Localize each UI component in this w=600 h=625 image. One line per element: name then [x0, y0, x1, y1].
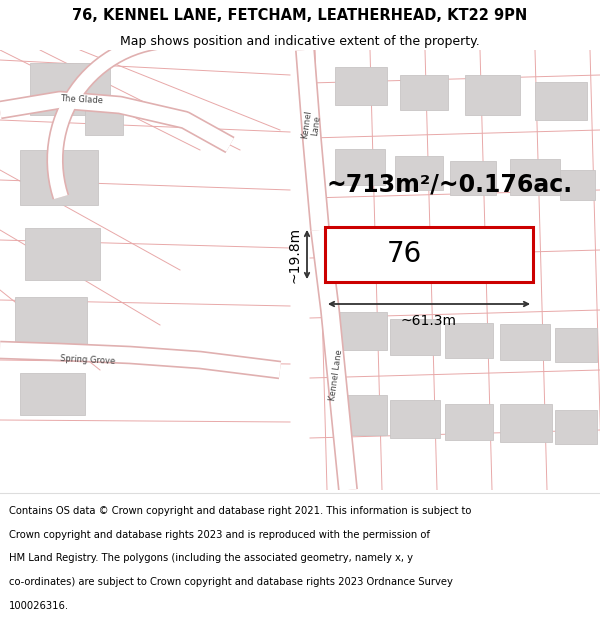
Text: ~19.8m: ~19.8m [288, 226, 302, 282]
Bar [555, 410, 597, 444]
Text: Kennel
Lane: Kennel Lane [300, 109, 322, 141]
Text: 76: 76 [386, 241, 422, 269]
Text: Crown copyright and database rights 2023 and is reproduced with the permission o: Crown copyright and database rights 2023… [9, 530, 430, 540]
Text: co-ordinates) are subject to Crown copyright and database rights 2023 Ordnance S: co-ordinates) are subject to Crown copyr… [9, 577, 453, 587]
Bar [450, 161, 496, 195]
Bar [335, 67, 387, 105]
Bar [510, 159, 560, 195]
Bar [85, 105, 123, 135]
Bar [555, 328, 597, 362]
Bar [400, 75, 448, 110]
Bar [390, 400, 440, 438]
Bar [15, 297, 87, 345]
Bar [390, 319, 440, 355]
Text: ~61.3m: ~61.3m [401, 314, 457, 328]
Text: Kennel Lane: Kennel Lane [328, 349, 344, 401]
Bar [445, 323, 493, 358]
Bar [335, 312, 387, 350]
Bar [500, 324, 550, 360]
Bar [500, 404, 552, 442]
Bar [335, 149, 385, 185]
Text: The Glade: The Glade [60, 94, 103, 106]
Bar [335, 395, 387, 435]
Bar [20, 373, 85, 415]
Text: 76, KENNEL LANE, FETCHAM, LEATHERHEAD, KT22 9PN: 76, KENNEL LANE, FETCHAM, LEATHERHEAD, K… [73, 8, 527, 22]
Bar [465, 75, 520, 115]
Text: ~713m²/~0.176ac.: ~713m²/~0.176ac. [327, 173, 573, 197]
Bar [30, 63, 110, 115]
Bar [20, 150, 98, 205]
Text: 100026316.: 100026316. [9, 601, 69, 611]
Bar [445, 404, 493, 440]
Text: HM Land Registry. The polygons (including the associated geometry, namely x, y: HM Land Registry. The polygons (includin… [9, 554, 413, 564]
Bar [25, 228, 100, 280]
Text: Spring Grove: Spring Grove [60, 354, 116, 366]
Bar [535, 82, 587, 120]
Bar [325, 227, 533, 282]
Text: Map shows position and indicative extent of the property.: Map shows position and indicative extent… [120, 34, 480, 48]
Bar [560, 170, 595, 200]
Bar [335, 232, 387, 270]
Bar [395, 156, 443, 190]
Bar [400, 235, 448, 270]
Text: Contains OS data © Crown copyright and database right 2021. This information is : Contains OS data © Crown copyright and d… [9, 506, 472, 516]
